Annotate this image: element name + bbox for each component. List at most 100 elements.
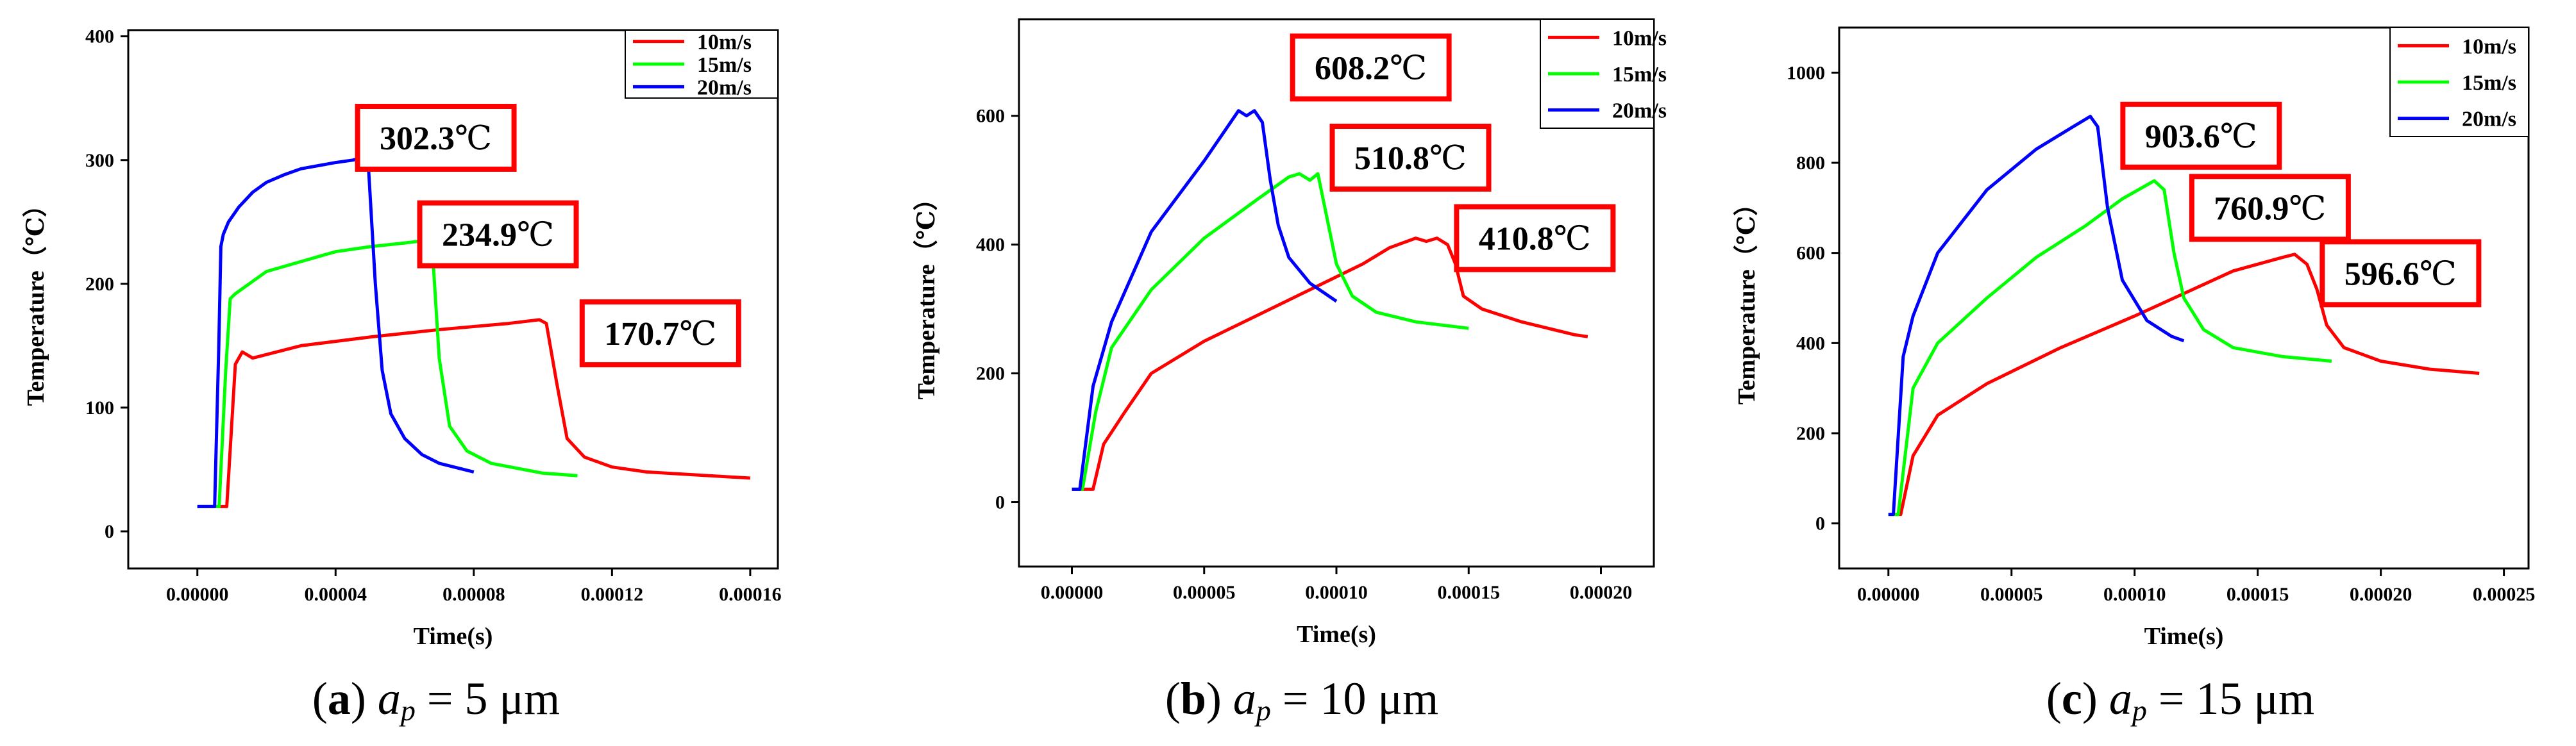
x-tick-label: 0.00008: [442, 584, 505, 605]
caption-value: = 15 μm: [2158, 673, 2315, 724]
legend-label: 20m/s: [1612, 99, 1667, 123]
peak-temperature-annotation: 760.9℃: [2214, 190, 2326, 227]
annotation-value: 903.6: [2145, 119, 2220, 155]
caption-variable: a: [377, 673, 401, 724]
annotation-box: [355, 104, 517, 172]
peak-temperature-annotation: 234.9℃: [442, 217, 554, 254]
caption-letter: a: [327, 673, 351, 724]
series-line-10m/s: [197, 318, 751, 508]
peak-temperature-annotation: 596.6℃: [2344, 256, 2457, 292]
caption-a: (a) ap = 5 μm: [312, 673, 560, 727]
caption-letter: b: [1180, 673, 1206, 724]
y-axis-label: Temperature（℃）: [22, 193, 49, 406]
x-tick-label: 0.00000: [166, 584, 229, 605]
x-tick-label: 0.00020: [1570, 582, 1633, 603]
series-line-15m/s: [197, 238, 578, 508]
caption-c: (c) ap = 15 μm: [2046, 673, 2315, 727]
caption-b: (b) ap = 10 μm: [1165, 673, 1439, 727]
series-line-10m/s: [1888, 253, 2480, 517]
y-tick-label: 400: [976, 235, 1005, 256]
annotation-value: 596.6: [2344, 256, 2420, 292]
peak-temperature-annotation: 302.3℃: [380, 120, 492, 157]
annotation-box: [417, 200, 579, 269]
x-axis-label: Time(s): [1297, 621, 1376, 648]
y-tick-label: 0: [995, 492, 1005, 513]
x-axis-label: Time(s): [2144, 623, 2224, 650]
y-tick-label: 600: [1796, 243, 1825, 264]
annotation-value: 410.8: [1479, 221, 1554, 258]
plot-frame: [127, 29, 779, 570]
annotation-value: 170.7: [604, 316, 679, 352]
y-tick-label: 400: [1796, 333, 1825, 354]
annotation-value: 302.3: [380, 120, 455, 157]
legend-label: 15m/s: [697, 53, 752, 77]
caption-value: = 10 μm: [1282, 673, 1439, 724]
annotation-unit: ℃: [517, 217, 554, 254]
peak-temperature-annotation: 903.6℃: [2145, 119, 2257, 155]
x-tick-label: 0.00005: [1173, 582, 1236, 603]
y-tick-label: 400: [85, 26, 114, 47]
annotation-unit: ℃: [679, 316, 716, 352]
x-tick-label: 0.00015: [1438, 582, 1501, 603]
annotation-unit: ℃: [455, 120, 492, 157]
x-tick-label: 0.00020: [2350, 584, 2412, 605]
annotation-box: [1454, 204, 1616, 272]
caption-variable: a: [2109, 673, 2132, 724]
annotation-value: 608.2: [1315, 50, 1390, 87]
series-line-15m/s: [1888, 179, 2332, 517]
series-line-20m/s: [197, 156, 475, 508]
y-tick-label: 0: [105, 521, 114, 542]
caption-value: = 5 μm: [426, 673, 560, 724]
annotation-value: 760.9: [2214, 190, 2289, 227]
legend-label: 10m/s: [1612, 26, 1667, 50]
y-tick-label: 200: [1796, 423, 1825, 444]
annotation-unit: ℃: [2289, 190, 2326, 227]
caption-variable: a: [1233, 673, 1256, 724]
y-tick-label: 100: [85, 397, 114, 419]
annotation-unit: ℃: [1554, 221, 1591, 258]
x-tick-label: 0.00000: [1857, 584, 1920, 605]
y-tick-label: 600: [976, 106, 1005, 127]
x-tick-label: 0.00010: [1305, 582, 1368, 603]
annotation-box: [1290, 33, 1452, 102]
x-tick-label: 0.00015: [2227, 584, 2289, 605]
plot-frame: [1838, 26, 2530, 570]
annotation-box: [579, 299, 741, 368]
x-tick-label: 0.00012: [581, 584, 644, 605]
annotation-box: [2189, 174, 2351, 242]
series-line-20m/s: [1072, 109, 1338, 491]
peak-temperature-annotation: 608.2℃: [1315, 50, 1427, 87]
caption-subscript: p: [400, 694, 416, 727]
legend-label: 20m/s: [2462, 108, 2516, 131]
legend-label: 15m/s: [2462, 71, 2516, 95]
peak-temperature-annotation: 410.8℃: [1479, 221, 1591, 258]
legend-label: 20m/s: [697, 76, 752, 99]
annotation-unit: ℃: [1390, 50, 1427, 87]
x-tick-label: 0.00025: [2473, 584, 2536, 605]
y-tick-label: 800: [1796, 153, 1825, 174]
annotation-box: [1329, 124, 1492, 192]
annotation-unit: ℃: [2420, 256, 2457, 292]
chart-panel-a: 0.00000 0.00004 0.00008 0.00012 0.00016 0 100 2…: [22, 26, 782, 650]
x-tick-label: 0.00005: [1980, 584, 2043, 605]
x-tick-label: 0.00016: [719, 584, 782, 605]
annotation-value: 234.9: [442, 217, 517, 254]
annotation-value: 510.8: [1354, 140, 1429, 177]
y-axis-label: Temperature（℃）: [1733, 192, 1760, 405]
y-tick-label: 300: [85, 150, 114, 171]
x-tick-label: 0.00000: [1041, 582, 1104, 603]
annotation-unit: ℃: [2220, 119, 2257, 155]
series-line-10m/s: [1072, 236, 1588, 491]
y-axis-label: Temperature（℃）: [913, 187, 940, 400]
annotation-unit: ℃: [1429, 140, 1467, 177]
caption-letter: c: [2061, 673, 2082, 724]
chart-panel-c: 0.00000 0.00005 0.00010 0.00015 0.00020 0.000…: [1733, 26, 2536, 650]
series-line-20m/s: [1888, 115, 2185, 517]
peak-temperature-annotation: 510.8℃: [1354, 140, 1467, 177]
x-tick-label: 0.00004: [305, 584, 367, 605]
y-tick-label: 200: [85, 274, 114, 295]
y-tick-label: 200: [976, 363, 1005, 385]
legend-label: 10m/s: [697, 31, 752, 54]
peak-temperature-annotation: 170.7℃: [604, 316, 716, 352]
